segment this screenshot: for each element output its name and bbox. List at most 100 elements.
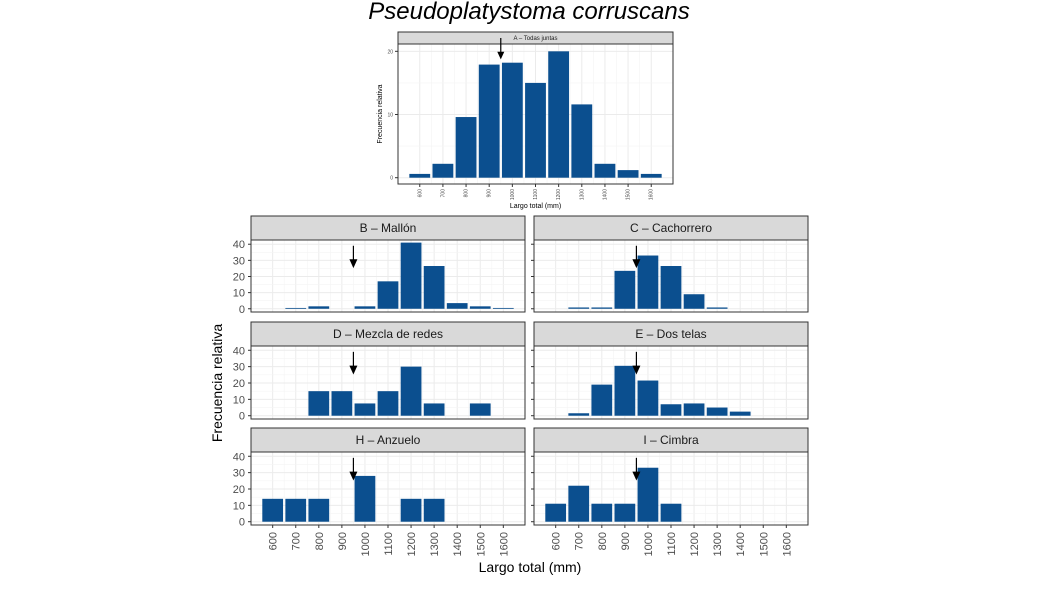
bar-1100 — [660, 266, 682, 309]
x-tick-label: 1000 — [643, 532, 655, 556]
bars — [568, 255, 728, 309]
y-tick-label: 10 — [387, 113, 393, 119]
y-tick-label: 40 — [233, 239, 245, 251]
x-tick-label: 1400 — [602, 189, 608, 200]
bar-1000 — [354, 306, 376, 309]
arrow-marker-icon — [632, 365, 641, 375]
bar-900 — [478, 64, 500, 178]
x-tick-label: 1100 — [383, 532, 395, 556]
arrow-marker-icon — [632, 471, 641, 481]
bar-1200 — [400, 498, 422, 522]
x-tick-label: 700 — [440, 189, 446, 198]
bar-1600 — [640, 173, 662, 178]
bar-1200 — [683, 403, 705, 416]
y-tick-label: 10 — [233, 394, 245, 406]
arrow-marker-icon — [349, 259, 358, 269]
panel-e: E – Dos telas — [531, 321, 809, 420]
bar-1100 — [377, 391, 399, 416]
bar-1000 — [501, 62, 523, 178]
x-tick-label: 1300 — [579, 189, 585, 200]
bar-600 — [545, 503, 567, 522]
arrow-marker-icon — [349, 365, 358, 375]
bar-1000 — [354, 475, 376, 522]
panel-title: B – Mallón — [360, 221, 417, 235]
bar-700 — [285, 307, 307, 309]
bar-1200 — [548, 51, 570, 178]
bar-900 — [614, 365, 636, 416]
bar-1400 — [446, 303, 468, 309]
x-tick-label: 1100 — [533, 189, 539, 200]
panel-title: H – Anzuelo — [356, 433, 421, 447]
bar-600 — [409, 173, 431, 178]
x-tick-label: 1200 — [556, 189, 562, 200]
bar-1300 — [423, 403, 445, 416]
x-tick-label: 1000 — [510, 189, 516, 200]
bar-800 — [455, 117, 477, 178]
x-tick-label: 800 — [464, 189, 470, 198]
y-tick-label: 30 — [233, 255, 245, 267]
arrow-marker-icon — [497, 51, 505, 60]
x-tick-label: 600 — [268, 532, 280, 550]
bar-1300 — [423, 498, 445, 522]
bar-700 — [432, 163, 454, 178]
x-tick-label: 1100 — [666, 532, 678, 556]
x-tick-label: 1600 — [781, 532, 793, 556]
bar-1200 — [400, 242, 422, 309]
panel-d: D – Mezcla de redes 0 10 20 30 40 — [233, 321, 526, 423]
x-tick-label: 1400 — [735, 532, 747, 556]
panel-title: I – Cimbra — [643, 433, 699, 447]
y-tick-label: 10 — [233, 500, 245, 512]
bars — [545, 467, 682, 522]
panel-h: H – Anzuelo 0 10 20 30 40 600 700 800 900 1000 1100… — [233, 427, 526, 556]
y-tick-label: 30 — [233, 362, 245, 374]
bar-1400 — [729, 411, 751, 416]
x-tick-label: 1400 — [452, 532, 464, 556]
panel-strip — [533, 321, 809, 347]
bar-800 — [308, 391, 330, 416]
x-tick-label: 700 — [291, 532, 303, 550]
bar-800 — [591, 503, 613, 522]
y-tick-label: 20 — [233, 271, 245, 283]
y-tick-label: 30 — [233, 468, 245, 480]
bar-600 — [262, 498, 284, 522]
y-tick-label: 0 — [239, 517, 245, 529]
bar-1300 — [571, 104, 593, 178]
bar-1000 — [637, 380, 659, 416]
figure-title: Pseudoplatystoma corruscans — [368, 0, 690, 25]
bar-1600 — [492, 307, 514, 309]
bar-1100 — [660, 404, 682, 416]
bar-1100 — [377, 281, 399, 309]
x-tick-label: 1300 — [429, 532, 441, 556]
bar-1200 — [400, 366, 422, 416]
bars — [568, 365, 751, 416]
bar-700 — [285, 498, 307, 522]
bar-1400 — [594, 163, 616, 178]
x-tick-label: 600 — [417, 189, 423, 198]
y-tick-label: 20 — [233, 484, 245, 496]
bar-800 — [308, 306, 330, 309]
arrow-marker-icon — [349, 471, 358, 481]
shared-y-axis-title: Frecuencia relativa — [209, 324, 225, 442]
panel-strip — [533, 427, 809, 453]
arrow-marker-icon — [632, 259, 641, 269]
bar-1300 — [706, 407, 728, 416]
bar-700 — [568, 307, 590, 309]
x-tick-label: 1000 — [360, 532, 372, 556]
x-tick-label: 1600 — [498, 532, 510, 556]
bar-1500 — [469, 403, 491, 416]
y-tick-label: 0 — [239, 411, 245, 423]
x-tick-label: 1200 — [689, 532, 701, 556]
panel-c: C – Cachorrero — [531, 215, 809, 313]
x-tick-label: 600 — [551, 532, 563, 550]
x-tick-label: 1500 — [475, 532, 487, 556]
x-tick-label: 800 — [597, 532, 609, 550]
x-tick-label: 800 — [314, 532, 326, 550]
panel-x-axis-title: Largo total (mm) — [510, 203, 561, 210]
panel-b: B – Mallón 0 10 20 30 40 — [233, 215, 526, 316]
bars — [308, 366, 491, 416]
y-tick-label: 0 — [239, 304, 245, 316]
bar-700 — [568, 413, 590, 416]
panel-strip — [250, 215, 526, 241]
